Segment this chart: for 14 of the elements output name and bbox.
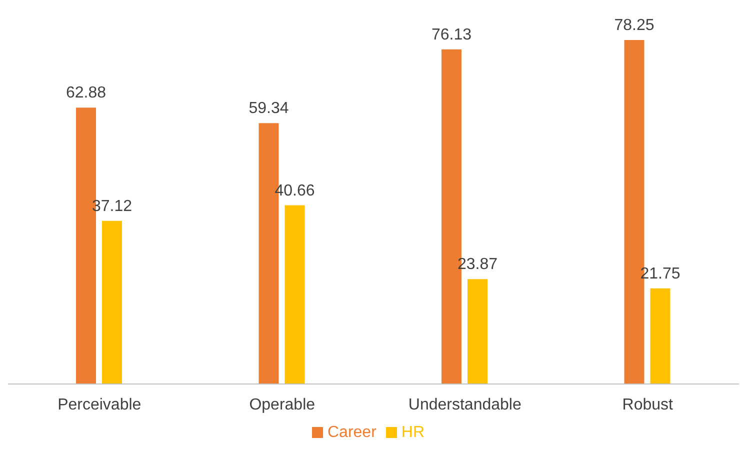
x-tick-label: Robust (622, 396, 674, 414)
x-tick-label: Perceivable (58, 396, 142, 414)
data-label: 76.13 (431, 26, 472, 44)
data-label: 59.34 (248, 100, 289, 118)
x-tick-label: Understandable (408, 396, 522, 414)
legend-label: HR (401, 424, 424, 441)
bar (284, 205, 305, 384)
data-label: 78.25 (614, 17, 654, 34)
bar (468, 279, 488, 384)
bar (650, 288, 670, 384)
legend-label: Career (327, 424, 376, 441)
x-tick-label: Operable (249, 396, 316, 414)
bar (102, 220, 122, 384)
data-label: 62.88 (66, 84, 106, 102)
